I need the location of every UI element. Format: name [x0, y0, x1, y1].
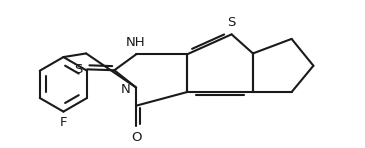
Text: F: F — [59, 116, 67, 129]
Text: NH: NH — [126, 36, 145, 49]
Text: S: S — [74, 63, 82, 76]
Text: O: O — [131, 131, 141, 144]
Text: S: S — [227, 16, 236, 29]
Text: N: N — [121, 83, 131, 96]
